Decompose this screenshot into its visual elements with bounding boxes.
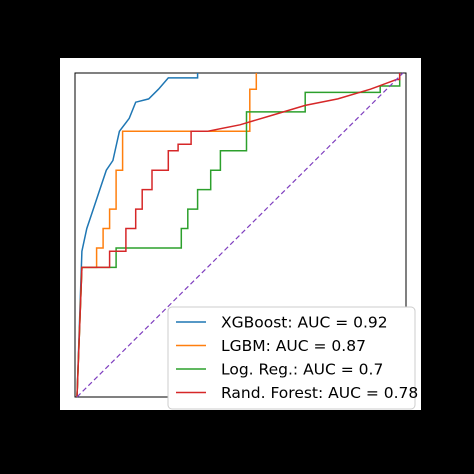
legend-box <box>167 306 416 410</box>
legend-label-3: Rand. Forest: AUC = 0.78 <box>221 384 418 402</box>
legend-label-2: Log. Reg.: AUC = 0.7 <box>221 361 383 379</box>
series-layer <box>76 72 404 398</box>
chance-diagonal-line <box>76 72 404 398</box>
legend-label-0: XGBoost: AUC = 0.92 <box>221 314 388 332</box>
legend: XGBoost: AUC = 0.92 LGBM: AUC = 0.87 Log. … <box>167 306 418 410</box>
legend-label-1: LGBM: AUC = 0.87 <box>221 337 366 355</box>
series-line-3 <box>76 73 401 398</box>
series-line-1 <box>76 73 258 398</box>
legend-entries: XGBoost: AUC = 0.92 LGBM: AUC = 0.87 Log. … <box>176 314 418 402</box>
series-line-2 <box>76 73 401 398</box>
series-line-0 <box>76 73 199 398</box>
